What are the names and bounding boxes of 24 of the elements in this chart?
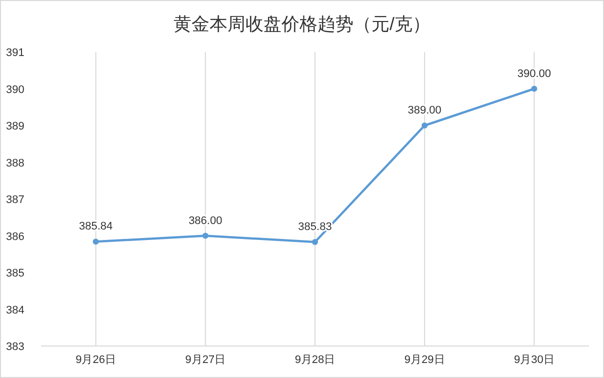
point <box>422 122 428 128</box>
data-label: 389.00 <box>408 104 442 116</box>
x-tick-label: 9月29日 <box>404 354 445 366</box>
data-label: 386.00 <box>188 214 222 227</box>
data-label: 390.00 <box>517 68 552 80</box>
y-tick-label: 389 <box>6 120 24 132</box>
y-tick-label: 386 <box>6 230 24 243</box>
y-tick-label: 383 <box>6 341 24 353</box>
point <box>312 238 318 245</box>
point <box>531 86 538 92</box>
x-tick-label: 9月27日 <box>185 354 226 366</box>
y-tick-label: 388 <box>6 157 24 170</box>
y-tick-label: 387 <box>6 194 24 206</box>
x-tick-label: 9月26日 <box>76 354 116 366</box>
y-tick-label: 391 <box>6 47 24 59</box>
y-tick-label: 390 <box>6 84 24 96</box>
y-tick-label: 385 <box>6 268 24 280</box>
point <box>92 238 99 245</box>
point <box>202 232 208 239</box>
x-tick-label: 9月28日 <box>294 354 336 366</box>
data-label: 385.84 <box>78 220 113 233</box>
y-tick-label: 384 <box>6 304 24 316</box>
chart-title: 黄金本周收盘价格趋势（元/克） <box>173 14 431 34</box>
x-tick-label: 9月30日 <box>514 354 554 366</box>
